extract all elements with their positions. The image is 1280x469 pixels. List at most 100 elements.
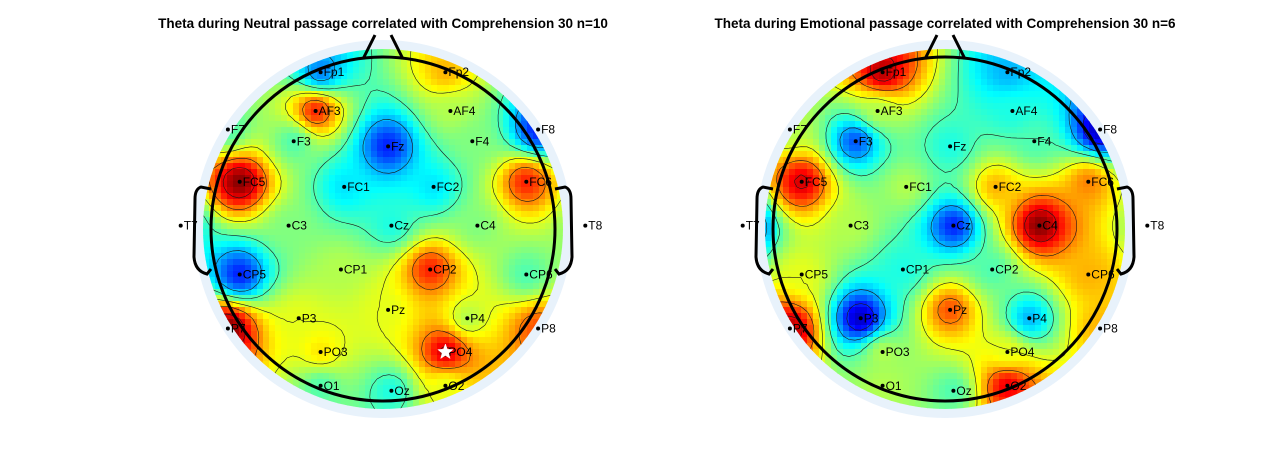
electrode-dot	[389, 388, 394, 393]
electrode-dot	[225, 127, 230, 132]
electrode-label: Oz	[956, 384, 971, 398]
head-circle	[771, 55, 1119, 403]
electrode-dot	[237, 179, 242, 184]
electrode-dot	[448, 109, 453, 113]
electrode-f7: F7	[787, 123, 807, 137]
electrode-label: C4	[480, 219, 496, 233]
electrode-label: F8	[541, 123, 555, 137]
electrode-f7: F7	[225, 123, 245, 137]
electrode-cp2: CP2	[428, 263, 457, 277]
electrode-cp5: CP5	[237, 268, 267, 282]
electrode-label: CP5	[243, 268, 267, 282]
heatmap-neutral	[203, 49, 563, 409]
electrode-po3: PO3	[880, 345, 910, 359]
head-outline-neutral	[192, 34, 574, 403]
electrode-label: P7	[231, 322, 246, 336]
electrode-f8: F8	[1098, 123, 1117, 137]
electrode-label: F4	[475, 134, 489, 148]
electrode-pz: Pz	[948, 303, 967, 317]
electrode-dot	[296, 316, 301, 321]
electrode-label: Cz	[956, 219, 971, 233]
electrode-dot	[740, 223, 745, 228]
electrode-label: FC5	[805, 175, 828, 189]
electrode-fz: Fz	[386, 139, 404, 153]
electrode-c4: C4	[1037, 219, 1058, 233]
electrode-f4: F4	[1032, 134, 1052, 148]
electrode-label: FC6	[1091, 175, 1114, 189]
electrode-label: O1	[886, 379, 902, 393]
electrode-label: O1	[324, 379, 340, 393]
electrode-dot	[536, 326, 541, 331]
electrode-label: C4	[1042, 219, 1058, 233]
electrode-t7: T7	[740, 219, 760, 233]
significance-markers-neutral	[437, 343, 454, 360]
electrode-dot	[1032, 139, 1037, 144]
electrode-fc6: FC6	[1086, 175, 1114, 189]
electrode-label: CP2	[433, 263, 457, 277]
panel-title-neutral: Theta during Neutral passage correlated …	[158, 16, 608, 31]
electrode-label: T8	[1150, 219, 1164, 233]
electrode-dot	[443, 70, 448, 75]
electrode-dot	[475, 223, 480, 228]
electrode-label: FC1	[347, 180, 370, 194]
electrode-o1: O1	[318, 379, 340, 393]
electrode-label: CP1	[344, 263, 368, 277]
electrode-oz: Oz	[951, 384, 972, 398]
electrode-dot	[948, 144, 953, 149]
electrode-dot	[386, 144, 391, 149]
nose	[923, 34, 967, 60]
electrode-dot	[524, 179, 529, 184]
electrode-fc1: FC1	[342, 180, 370, 194]
electrode-af3: AF3	[875, 104, 903, 118]
electrode-p3: P3	[296, 311, 317, 325]
heatmap-emotional	[765, 49, 1125, 409]
electrode-dot	[1037, 223, 1042, 228]
electrode-dot	[318, 70, 323, 75]
electrode-f8: F8	[536, 123, 555, 137]
electrode-fc6: FC6	[524, 175, 552, 189]
electrode-label: F3	[859, 134, 873, 148]
electrode-dot	[583, 223, 588, 228]
electrode-label: FC2	[999, 180, 1022, 194]
electrode-label: T7	[746, 219, 760, 233]
nose	[361, 34, 405, 60]
electrode-label: P4	[1032, 311, 1047, 325]
electrode-dot	[178, 223, 183, 228]
electrode-fp1: Fp1	[880, 65, 907, 79]
electrode-dot	[286, 223, 291, 228]
electrode-dot	[951, 388, 956, 393]
electrode-dot	[853, 139, 858, 144]
electrode-label: T8	[588, 219, 602, 233]
electrode-t7: T7	[178, 219, 198, 233]
electrode-dot	[904, 184, 909, 189]
electrode-label: F8	[1103, 123, 1117, 137]
electrode-dot	[848, 223, 853, 228]
significance-star-icon	[437, 343, 454, 360]
electrode-dot	[1005, 70, 1010, 75]
electrode-dot	[313, 109, 318, 113]
electrode-dot	[318, 383, 323, 388]
head-outline-emotional	[754, 34, 1136, 403]
electrode-label: Pz	[391, 303, 405, 317]
electrode-dot	[799, 272, 804, 277]
left-ear	[192, 185, 213, 276]
electrode-cp6: CP6	[524, 268, 553, 282]
electrode-p7: P7	[787, 322, 808, 336]
electrode-dot	[237, 272, 242, 277]
electrode-cp2: CP2	[990, 263, 1019, 277]
electrode-label: F3	[297, 134, 311, 148]
electrode-af4: AF4	[1010, 104, 1038, 118]
electrode-label: F4	[1037, 134, 1051, 148]
electrode-dot	[858, 316, 863, 321]
electrode-fp1: Fp1	[318, 65, 345, 79]
electrode-dot	[291, 139, 296, 144]
electrode-label: F7	[793, 123, 807, 137]
electrode-fz: Fz	[948, 139, 966, 153]
electrode-dot	[880, 383, 885, 388]
electrode-cp5: CP5	[799, 268, 828, 282]
electrode-label: CP1	[906, 263, 930, 277]
electrode-cz: Cz	[389, 219, 409, 233]
electrode-label: Pz	[953, 303, 967, 317]
electrode-label: AF4	[1015, 104, 1037, 118]
electrode-af4: AF4	[448, 104, 476, 118]
